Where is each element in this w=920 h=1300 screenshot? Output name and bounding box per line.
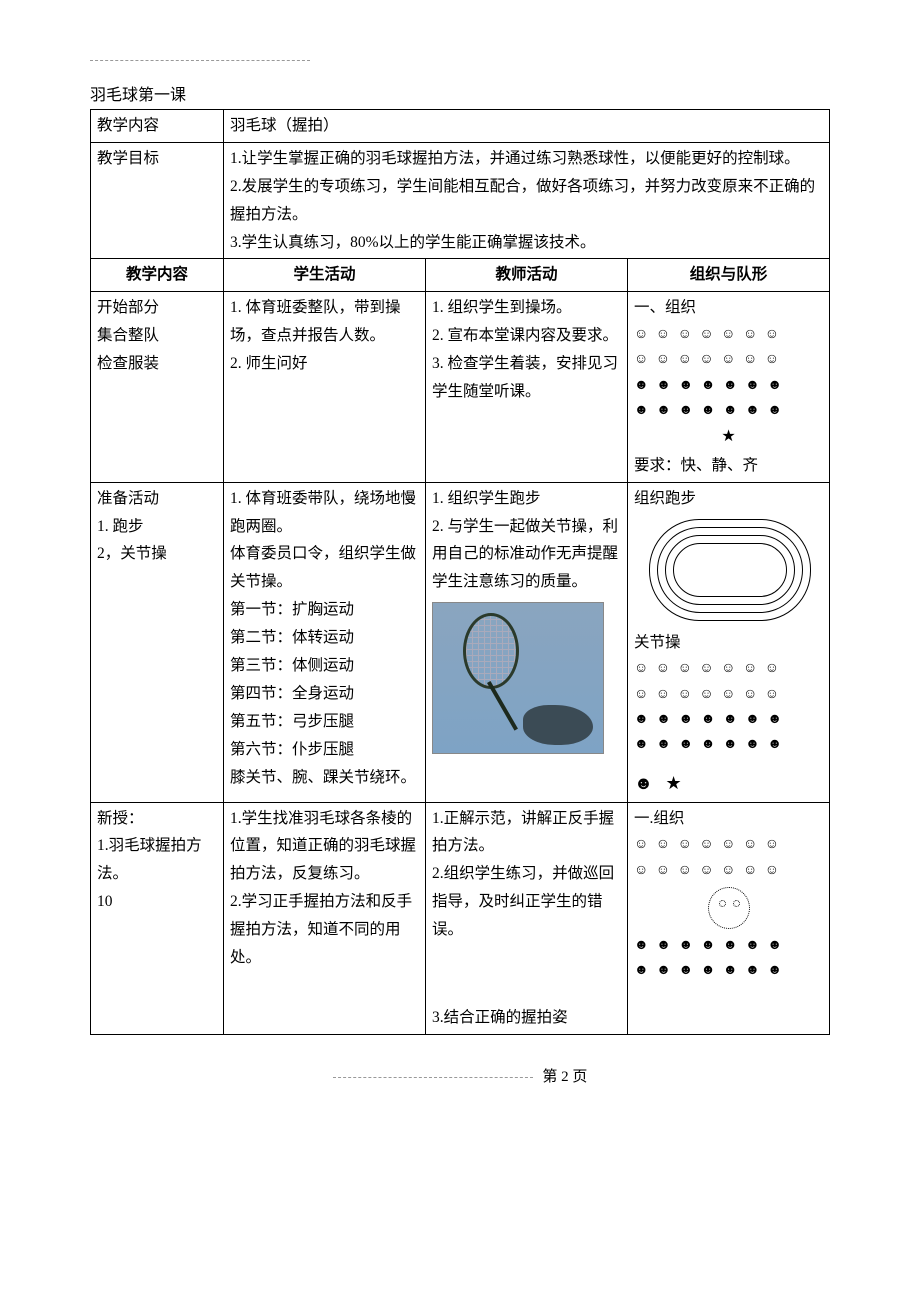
header-org: 组织与队形 (628, 259, 830, 292)
header-teacher: 教师活动 (426, 259, 628, 292)
formation-solid-row: ☻ ☻ ☻ ☻ ☻ ☻ ☻ (634, 373, 823, 398)
r2-org-title2: 关节操 (634, 629, 823, 657)
row-warmup: 准备活动 1. 跑步 2，关节操 1. 体育班委带队，绕场地慢跑两圈。 体育委员… (91, 482, 830, 802)
r3-content: 新授： 1.羽毛球握拍方法。 10 (91, 802, 224, 1034)
spacer (634, 757, 823, 767)
r3-teacher-bottom: 3.结合正确的握拍姿 (432, 1004, 621, 1032)
lesson-table: 教学内容 羽毛球（握拍） 教学目标 1.让学生掌握正确的羽毛球握拍方法，并通过练… (90, 109, 830, 1035)
topic-label: 教学内容 (91, 110, 224, 143)
r3-teacher-top: 1.正解示范，讲解正反手握拍方法。 2.组织学生练习，并做巡回指导，及时纠正学生… (432, 805, 621, 944)
r2-student: 1. 体育班委带队，绕场地慢跑两圈。 体育委员口令，组织学生做关节操。 第一节：… (224, 482, 426, 802)
formation-open-row: ☺ ☺ ☺ ☺ ☺ ☺ ☺ (634, 322, 823, 347)
goal-label: 教学目标 (91, 142, 224, 259)
racket-shaft-icon (487, 681, 518, 731)
page-number: 第 2 页 (542, 1069, 587, 1085)
formation-solid-row: ☻ ☻ ☻ ☻ ☻ ☻ ☻ (634, 707, 823, 732)
r3-teacher: 1.正解示范，讲解正反手握拍方法。 2.组织学生练习，并做巡回指导，及时纠正学生… (426, 802, 628, 1034)
hand-icon (523, 705, 593, 745)
goal-1: 1.让学生掌握正确的羽毛球握拍方法，并通过练习熟悉球性，以便能更好的控制球。 (230, 145, 823, 173)
formation-solid-row: ☻ ☻ ☻ ☻ ☻ ☻ ☻ (634, 958, 823, 983)
row-topic: 教学内容 羽毛球（握拍） (91, 110, 830, 143)
lesson-title: 羽毛球第一课 (90, 81, 830, 105)
formation-open-row: ☺ ☺ ☺ ☺ ☺ ☺ ☺ (634, 832, 823, 857)
r3-student: 1.学生找准羽毛球各条棱的位置，知道正确的羽毛球握拍方法，反复练习。 2.学习正… (224, 802, 426, 1034)
goal-2: 2.发展学生的专项练习，学生间能相互配合，做好各项练习，并努力改变原来不正确的握… (230, 173, 823, 229)
formation-solid-row: ☻ ☻ ☻ ☻ ☻ ☻ ☻ (634, 933, 823, 958)
r2-teacher-text: 1. 组织学生跑步 2. 与学生一起做关节操，利用自己的标准动作无声提醒学生注意… (432, 485, 621, 597)
r1-org-req: 要求：快、静、齐 (634, 452, 823, 480)
r2-teacher: 1. 组织学生跑步 2. 与学生一起做关节操，利用自己的标准动作无声提醒学生注意… (426, 482, 628, 802)
r1-teacher: 1. 组织学生到操场。 2. 宣布本堂课内容及要求。 3. 检查学生着装，安排见… (426, 292, 628, 482)
header-content: 教学内容 (91, 259, 224, 292)
badminton-racket-image (432, 602, 604, 754)
formation-solid-row: ☻ ☻ ☻ ☻ ☻ ☻ ☻ (634, 732, 823, 757)
r1-student: 1. 体育班委整队，带到操场，查点并报告人数。 2. 师生问好 (224, 292, 426, 482)
page-footer: 第 2 页 (90, 1065, 830, 1086)
row-headers: 教学内容 学生活动 教师活动 组织与队形 (91, 259, 830, 292)
formation-open-row: ☺ ☺ ☺ ☺ ☺ ☺ ☺ (634, 347, 823, 372)
r3-org: 一.组织 ☺ ☺ ☺ ☺ ☺ ☺ ☺ ☺ ☺ ☺ ☺ ☺ ☺ ☺ ☻ ☻ ☻ ☻… (628, 802, 830, 1034)
row-new: 新授： 1.羽毛球握拍方法。 10 1.学生找准羽毛球各条棱的位置，知道正确的羽… (91, 802, 830, 1034)
r1-org-title: 一、组织 (634, 294, 823, 322)
row-goals: 教学目标 1.让学生掌握正确的羽毛球握拍方法，并通过练习熟悉球性，以便能更好的控… (91, 142, 830, 259)
running-track-diagram (649, 519, 809, 619)
r3-org-title: 一.组织 (634, 805, 823, 833)
goal-value: 1.让学生掌握正确的羽毛球握拍方法，并通过练习熟悉球性，以便能更好的控制球。 2… (224, 142, 830, 259)
formation-solid-row: ☻ ☻ ☻ ☻ ☻ ☻ ☻ (634, 398, 823, 423)
footer-dash-icon (333, 1077, 533, 1078)
formation-open-row: ☺ ☺ ☺ ☺ ☺ ☺ ☺ (634, 656, 823, 681)
formation-face-star: ☻ ★ (634, 767, 823, 799)
racket-head-icon (463, 613, 519, 689)
formation-open-row: ☺ ☺ ☺ ☺ ☺ ☺ ☺ (634, 858, 823, 883)
r2-org: 组织跑步 关节操 ☺ ☺ ☺ ☺ ☺ ☺ ☺ ☺ ☺ ☺ ☺ ☺ ☺ ☺ ☻ ☻… (628, 482, 830, 802)
r1-content: 开始部分 集合整队 检查服装 (91, 292, 224, 482)
track-lane-icon (673, 543, 787, 597)
r2-org-title1: 组织跑步 (634, 485, 823, 513)
topic-value: 羽毛球（握拍） (224, 110, 830, 143)
r1-org: 一、组织 ☺ ☺ ☺ ☺ ☺ ☺ ☺ ☺ ☺ ☺ ☺ ☺ ☺ ☺ ☻ ☻ ☻ ☻… (628, 292, 830, 482)
dotted-face-icon (708, 887, 750, 929)
header-student: 学生活动 (224, 259, 426, 292)
goal-3: 3.学生认真练习，80%以上的学生能正确掌握该技术。 (230, 229, 823, 257)
spacer (432, 944, 621, 1004)
document-page: 羽毛球第一课 教学内容 羽毛球（握拍） 教学目标 1.让学生掌握正确的羽毛球握拍… (0, 0, 920, 1106)
star-icon: ★ (634, 423, 823, 452)
r2-content: 准备活动 1. 跑步 2，关节操 (91, 482, 224, 802)
top-dash-line (90, 60, 310, 61)
formation-open-row: ☺ ☺ ☺ ☺ ☺ ☺ ☺ (634, 682, 823, 707)
row-start: 开始部分 集合整队 检查服装 1. 体育班委整队，带到操场，查点并报告人数。 2… (91, 292, 830, 482)
